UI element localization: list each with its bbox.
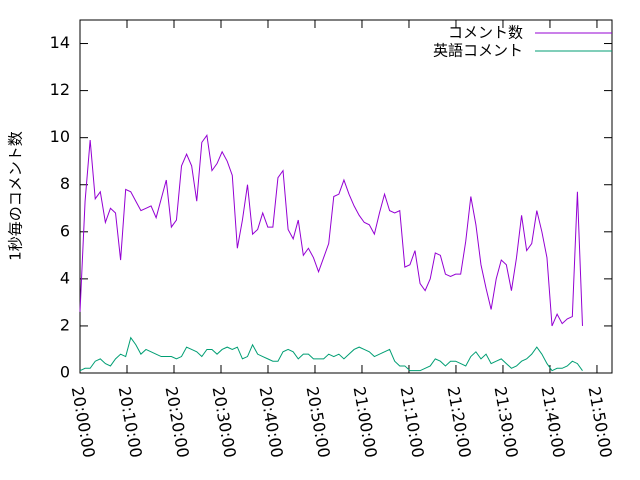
x-tick-label: 20:40:00 (256, 385, 287, 459)
x-tick-label: 21:10:00 (397, 385, 428, 459)
x-tick-label: 20:50:00 (303, 385, 334, 459)
y-tick-label: 0 (60, 363, 70, 382)
y-tick-label: 6 (60, 221, 70, 240)
x-tick-label: 21:20:00 (444, 385, 475, 459)
y-tick-label: 2 (60, 315, 70, 334)
x-tick-label: 21:40:00 (538, 385, 569, 459)
x-tick-label: 21:50:00 (585, 385, 616, 459)
series-line (79, 134, 583, 327)
x-tick-label: 20:30:00 (209, 385, 240, 459)
x-tick-label: 20:10:00 (115, 385, 146, 459)
y-tick-label: 8 (60, 174, 70, 193)
plot-frame (79, 19, 613, 374)
y-tick-label: 14 (50, 33, 70, 52)
legend-label: 英語コメント (433, 42, 523, 60)
x-tick-label: 20:20:00 (162, 385, 193, 459)
x-tick-label: 21:30:00 (491, 385, 522, 459)
legend-label: コメント数 (448, 24, 523, 42)
x-tick-label: 21:00:00 (350, 385, 381, 459)
y-tick-label: 4 (60, 268, 70, 287)
y-tick-label: 10 (50, 127, 70, 146)
series-line (79, 336, 583, 372)
x-tick-label: 20:00:00 (68, 385, 99, 459)
y-axis-label: 1秒毎のコメント数 (7, 131, 25, 261)
y-tick-label: 12 (50, 80, 70, 99)
